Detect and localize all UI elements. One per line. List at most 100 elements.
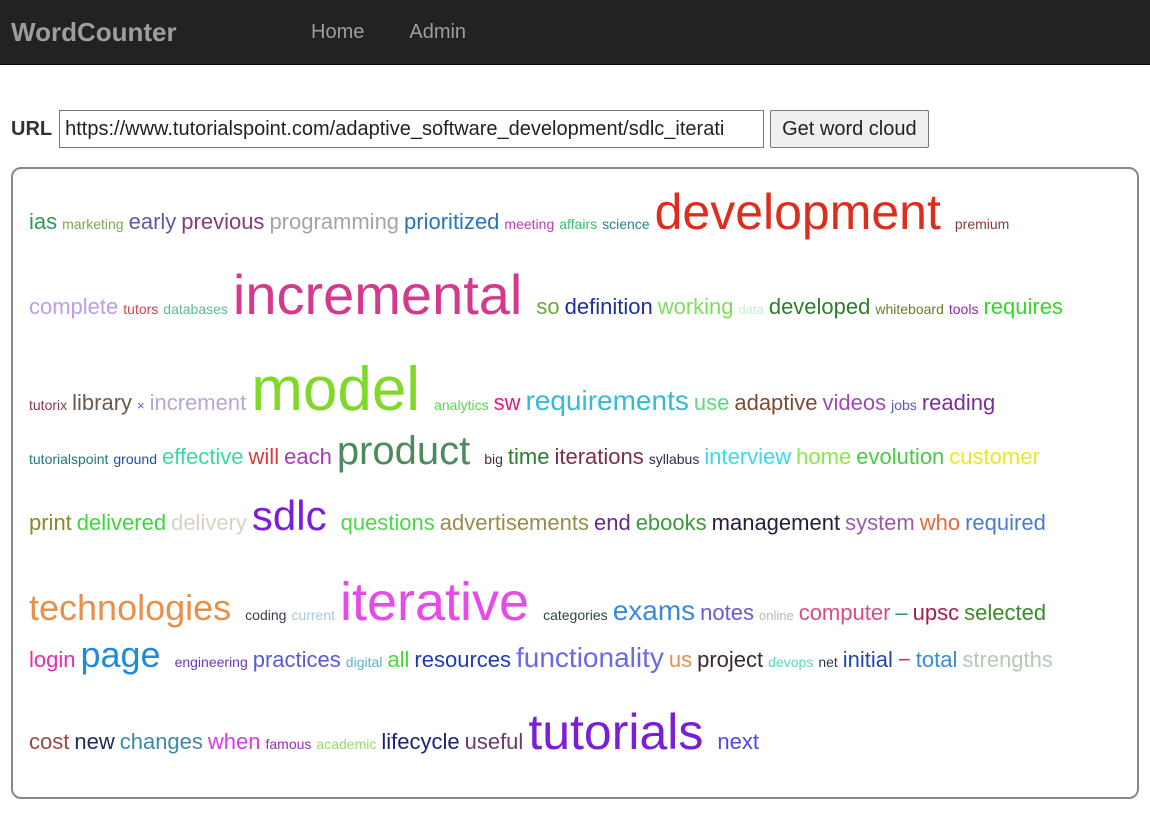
cloud-word: project (697, 647, 764, 672)
cloud-word: ias (29, 209, 58, 234)
cloud-word: exams (612, 595, 696, 626)
cloud-word: delivered (76, 510, 167, 535)
cloud-word: incremental (232, 263, 523, 326)
cloud-word: will (248, 444, 280, 469)
cloud-word: tutorix (29, 397, 68, 413)
cloud-word: affairs (559, 216, 598, 232)
cloud-line: login page engineering practices digital all r… (29, 637, 1121, 707)
cloud-word: ebooks (635, 510, 707, 535)
cloud-word: databases (163, 301, 228, 317)
cloud-word: analytics (434, 397, 489, 413)
cloud-word: required (965, 510, 1046, 535)
cloud-word: selected (964, 600, 1047, 625)
cloud-word: previous (181, 209, 265, 234)
cloud-word: programming (269, 209, 400, 234)
cloud-line: tutorialspoint ground effective will each pro… (29, 431, 1121, 495)
cloud-line: tutorix library × increment model analytics sw… (29, 359, 1121, 431)
nav-admin[interactable]: Admin (409, 20, 467, 43)
cloud-word: requirements (525, 385, 689, 416)
cloud-word: notes (700, 600, 754, 625)
cloud-word: net (818, 654, 838, 670)
cloud-word: whiteboard (875, 301, 944, 317)
cloud-word: increment (149, 390, 247, 415)
cloud-word: devops (768, 654, 814, 670)
cloud-word: print (29, 510, 72, 535)
cloud-word: definition (564, 294, 653, 319)
cloud-word: management (711, 510, 841, 535)
cloud-word: home (796, 444, 852, 469)
cloud-word: development (654, 184, 941, 240)
cloud-word: − (897, 647, 911, 672)
cloud-word: use (693, 390, 730, 415)
cloud-word: library (72, 390, 133, 415)
cloud-word: categories (543, 607, 608, 623)
cloud-line: ias marketing early previous programming prio… (29, 187, 1121, 267)
cloud-word: resources (414, 647, 511, 672)
cloud-word: tools (948, 301, 979, 317)
get-word-cloud-button[interactable]: Get word cloud (770, 110, 929, 148)
brand-logo[interactable]: WordCounter (11, 16, 177, 47)
cloud-word: current (291, 607, 335, 623)
cloud-word: sw (493, 390, 521, 415)
cloud-word: lifecycle (381, 729, 460, 754)
cloud-word: science (602, 216, 650, 232)
cloud-word: syllabus (648, 451, 700, 467)
cloud-word: changes (119, 729, 203, 754)
cloud-word: when (207, 729, 261, 754)
cloud-word: functionality (516, 642, 664, 673)
cloud-word: coding (245, 607, 287, 623)
cloud-line: technologies coding current iterative catego… (29, 575, 1121, 637)
cloud-word: cost (29, 729, 70, 754)
cloud-word: prioritized (404, 209, 500, 234)
cloud-word: online (758, 608, 794, 623)
cloud-word: customer (949, 444, 1040, 469)
cloud-word: effective (161, 444, 244, 469)
cloud-word: product (336, 429, 471, 473)
cloud-word: marketing (62, 216, 124, 232)
cloud-word: working (657, 294, 734, 319)
cloud-word: developed (768, 294, 871, 319)
cloud-line: complete tutors databases incremental so defi… (29, 267, 1121, 359)
url-input[interactable] (59, 110, 765, 148)
nav-home[interactable]: Home (311, 20, 365, 43)
cloud-word: useful (464, 729, 524, 754)
cloud-word: sdlc (251, 492, 327, 539)
cloud-word: meeting (504, 216, 555, 232)
cloud-word: strengths (962, 647, 1053, 672)
cloud-word: interview (704, 444, 792, 469)
cloud-word: iterative (340, 572, 530, 632)
cloud-word: practices (252, 647, 341, 672)
cloud-word: tutorials (528, 704, 704, 760)
cloud-word: digital (345, 654, 383, 670)
cloud-word: all (387, 647, 410, 672)
cloud-word: premium (954, 216, 1010, 232)
cloud-word: academic (316, 736, 377, 752)
cloud-word: tutors (123, 301, 159, 317)
cloud-word: requires (983, 294, 1063, 319)
cloud-word: delivery (171, 510, 247, 535)
cloud-line: cost new changes when famous academic lifecycl… (29, 707, 1121, 777)
cloud-word: model (251, 355, 421, 424)
cloud-word: data (738, 302, 764, 317)
url-label: URL (11, 117, 53, 140)
cloud-word: evolution (856, 444, 945, 469)
cloud-word: so (536, 294, 560, 319)
cloud-word: advertisements (439, 510, 589, 535)
cloud-word: questions (340, 510, 435, 535)
cloud-word: iterations (554, 444, 644, 469)
cloud-word: tutorialspoint (29, 451, 109, 467)
url-form: URL Get word cloud (11, 110, 929, 148)
cloud-word: system (845, 510, 915, 535)
cloud-word: total (915, 647, 958, 672)
cloud-word: famous (265, 736, 312, 752)
cloud-word: end (593, 510, 631, 535)
cloud-word: reading (921, 390, 996, 415)
cloud-word: time (507, 444, 550, 469)
navbar: WordCounter Home Admin (0, 0, 1150, 65)
cloud-word: next (717, 729, 759, 754)
cloud-word: jobs (891, 397, 917, 413)
cloud-word: page (80, 634, 161, 675)
cloud-line: print delivered delivery sdlc questions adver… (29, 495, 1121, 575)
cloud-word: new (74, 729, 115, 754)
cloud-word: who (919, 510, 961, 535)
